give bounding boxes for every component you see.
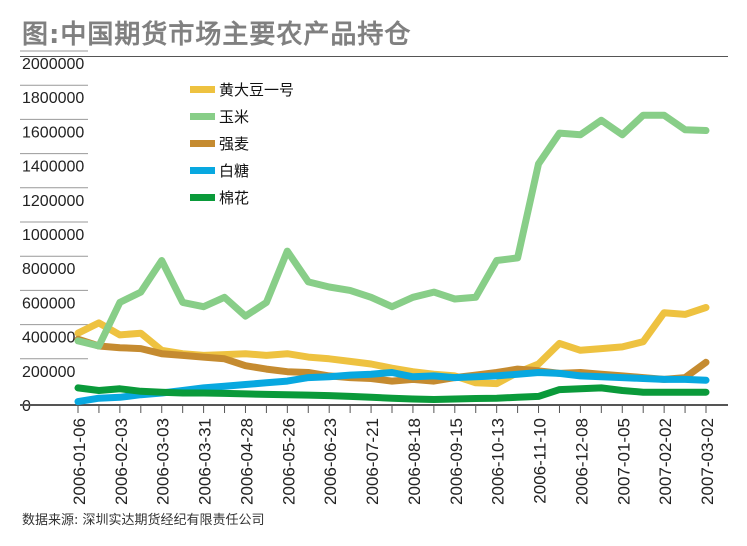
x-tick-label: 2006-02-03 [112,418,131,505]
x-tick-label: 2006-09-15 [447,418,466,505]
title-divider [20,56,728,57]
y-tick-label: 1600000 [22,124,84,141]
y-tick-label: 1000000 [22,227,84,244]
y-tick-label: 800000 [22,261,75,278]
legend-label: 玉米 [219,108,250,126]
legend-swatch [190,194,215,201]
x-tick-label: 2006-01-06 [70,418,89,505]
y-tick-label: 400000 [22,330,75,347]
x-tick-label: 2006-08-18 [405,418,424,505]
legend-swatch [190,140,215,147]
legend-label: 白糖 [219,162,250,180]
x-tick-label: 2006-10-13 [489,418,508,505]
y-tick-label: 1200000 [22,193,84,210]
y-tick-label: 2000000 [22,56,84,73]
legend-label: 强麦 [219,135,250,153]
y-tick-label: 200000 [22,364,75,381]
legend-swatch [190,167,215,174]
x-tick-label: 2006-07-21 [363,418,382,505]
legend-item: 黄大豆一号 [190,76,294,103]
chart-title: 图:中国期货市场主要农产品持仓 [22,20,412,50]
legend-swatch [190,113,215,120]
x-tick-label: 2006-03-03 [154,418,173,505]
series-line-4 [74,384,710,403]
x-tick-label: 2007-03-02 [698,418,717,505]
x-tick-label: 2006-04-28 [237,418,256,505]
legend-item: 玉米 [190,103,294,130]
y-tick-label: 600000 [22,295,75,312]
x-tick-label: 2006-12-08 [572,418,591,505]
y-tick-label: 0 [22,398,31,415]
legend-swatch [190,86,215,93]
legend-label: 棉花 [219,189,250,207]
y-tick-label: 1800000 [22,90,84,107]
series-line-1 [74,111,710,350]
x-tick-label: 2006-06-23 [321,418,340,505]
legend-item: 强麦 [190,130,294,157]
y-tick-label: 1400000 [22,159,84,176]
legend-item: 棉花 [190,184,294,211]
legend-label: 黄大豆一号 [219,81,295,99]
x-tick-label: 2006-05-26 [279,418,298,505]
x-tick-label: 2006-03-31 [196,418,215,505]
x-tick-label: 2006-11-10 [531,418,550,504]
x-tick-label: 2007-02-02 [656,418,675,505]
data-source-note: 数据来源: 深圳实达期货经纪有限责任公司 [22,513,265,528]
x-tick-label: 2007-01-05 [614,418,633,505]
legend-item: 白糖 [190,157,294,184]
chart-legend: 黄大豆一号玉米强麦白糖棉花 [190,76,294,211]
